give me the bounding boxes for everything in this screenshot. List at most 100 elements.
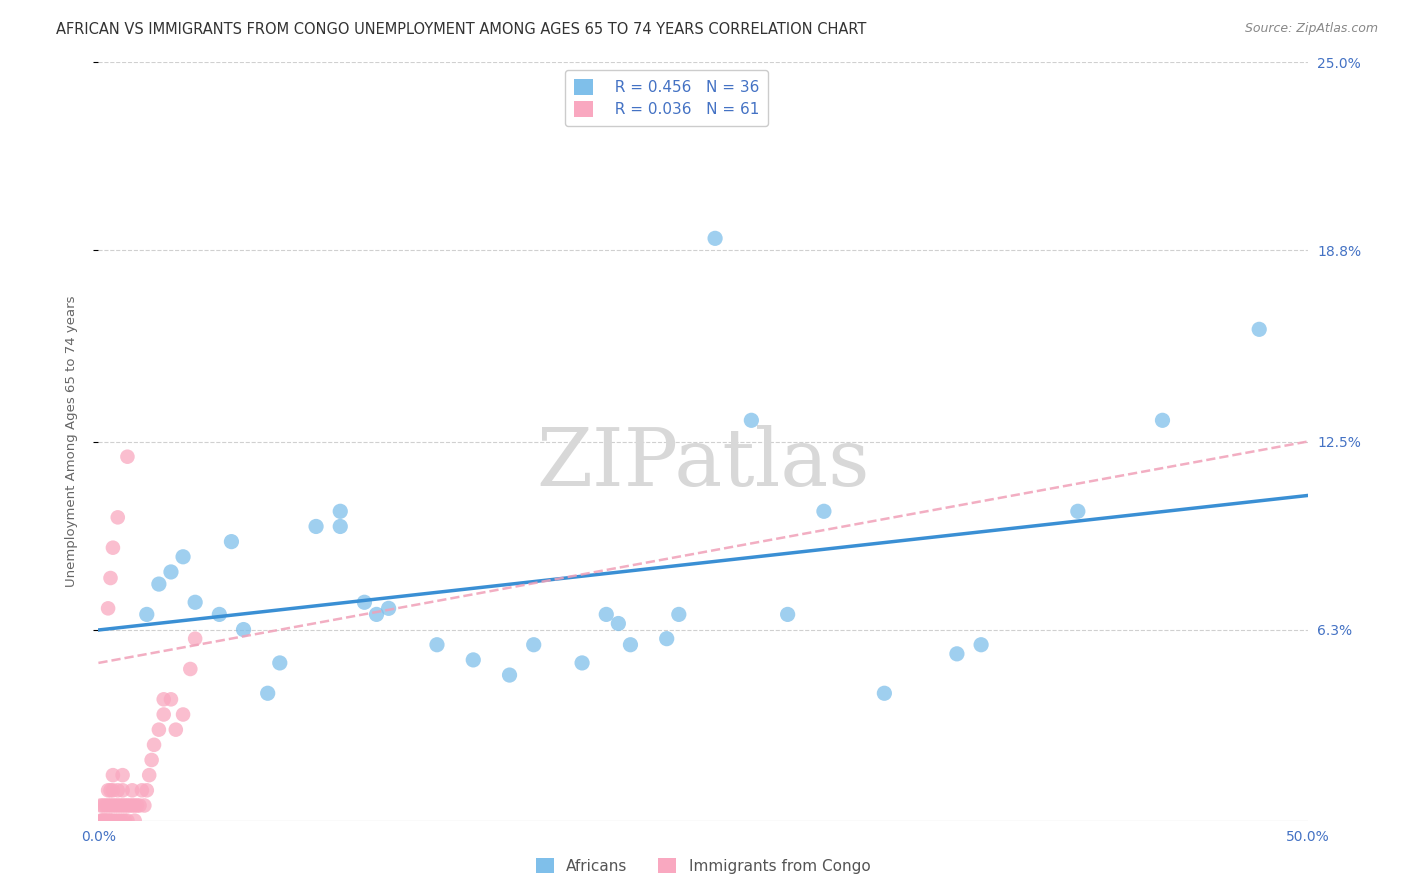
Point <box>101 783 124 797</box>
Point <box>366 607 388 622</box>
Point <box>523 638 546 652</box>
Point <box>141 753 163 767</box>
Point <box>740 413 762 427</box>
Point <box>118 798 141 813</box>
Point <box>160 692 183 706</box>
Point <box>111 814 134 828</box>
Point <box>97 783 120 797</box>
Point <box>111 783 134 797</box>
Point <box>813 504 835 518</box>
Point <box>595 607 617 622</box>
Point <box>256 686 278 700</box>
Point <box>184 595 207 609</box>
Point <box>100 571 122 585</box>
Point <box>619 638 641 652</box>
Point <box>165 723 187 737</box>
Point <box>305 519 328 533</box>
Point <box>426 638 449 652</box>
Point <box>111 768 134 782</box>
Point <box>94 814 117 828</box>
Point <box>143 738 166 752</box>
Point <box>97 798 120 813</box>
Point <box>873 686 896 700</box>
Point <box>94 798 117 813</box>
Point <box>117 450 139 464</box>
Point <box>107 783 129 797</box>
Text: ZIPatlas: ZIPatlas <box>536 425 870 503</box>
Point <box>117 798 139 813</box>
Legend:   R = 0.456   N = 36,   R = 0.036   N = 61: R = 0.456 N = 36, R = 0.036 N = 61 <box>565 70 768 127</box>
Point <box>91 814 114 828</box>
Point <box>463 653 485 667</box>
Point <box>655 632 678 646</box>
Point <box>776 607 799 622</box>
Point <box>101 798 124 813</box>
Point <box>704 231 727 245</box>
Point <box>100 814 122 828</box>
Point <box>124 798 146 813</box>
Point <box>121 783 143 797</box>
Point <box>107 798 129 813</box>
Point <box>353 595 375 609</box>
Point <box>179 662 201 676</box>
Point <box>121 798 143 813</box>
Point <box>104 814 127 828</box>
Point <box>90 798 112 813</box>
Text: AFRICAN VS IMMIGRANTS FROM CONGO UNEMPLOYMENT AMONG AGES 65 TO 74 YEARS CORRELAT: AFRICAN VS IMMIGRANTS FROM CONGO UNEMPLO… <box>56 22 866 37</box>
Point <box>101 814 124 828</box>
Point <box>101 768 124 782</box>
Point <box>107 510 129 524</box>
Point <box>97 814 120 828</box>
Point <box>134 798 156 813</box>
Point <box>91 814 114 828</box>
Point <box>128 798 150 813</box>
Point <box>208 607 231 622</box>
Point <box>946 647 969 661</box>
Point <box>607 616 630 631</box>
Point <box>114 798 136 813</box>
Point <box>377 601 399 615</box>
Point <box>100 783 122 797</box>
Point <box>668 607 690 622</box>
Legend: Africans, Immigrants from Congo: Africans, Immigrants from Congo <box>530 852 876 880</box>
Point <box>232 623 254 637</box>
Point <box>135 607 157 622</box>
Point <box>160 565 183 579</box>
Point <box>498 668 520 682</box>
Point <box>148 577 170 591</box>
Point <box>114 814 136 828</box>
Point <box>135 783 157 797</box>
Point <box>97 601 120 615</box>
Point <box>100 814 122 828</box>
Point <box>152 707 174 722</box>
Point <box>221 534 243 549</box>
Point <box>91 798 114 813</box>
Point <box>571 656 593 670</box>
Point <box>111 798 134 813</box>
Point <box>108 798 131 813</box>
Point <box>104 798 127 813</box>
Point <box>148 723 170 737</box>
Point <box>970 638 993 652</box>
Point <box>96 814 118 828</box>
Point <box>108 814 131 828</box>
Point <box>172 549 194 564</box>
Point <box>93 814 115 828</box>
Point <box>152 692 174 706</box>
Point <box>100 798 122 813</box>
Point <box>124 814 146 828</box>
Point <box>1152 413 1174 427</box>
Point <box>138 768 160 782</box>
Point <box>90 814 112 828</box>
Point <box>172 707 194 722</box>
Point <box>184 632 207 646</box>
Point <box>269 656 291 670</box>
Text: Source: ZipAtlas.com: Source: ZipAtlas.com <box>1244 22 1378 36</box>
Y-axis label: Unemployment Among Ages 65 to 74 years: Unemployment Among Ages 65 to 74 years <box>65 296 77 587</box>
Point <box>101 541 124 555</box>
Point <box>1067 504 1090 518</box>
Point <box>329 504 352 518</box>
Point <box>117 814 139 828</box>
Point <box>127 798 149 813</box>
Point <box>1249 322 1271 336</box>
